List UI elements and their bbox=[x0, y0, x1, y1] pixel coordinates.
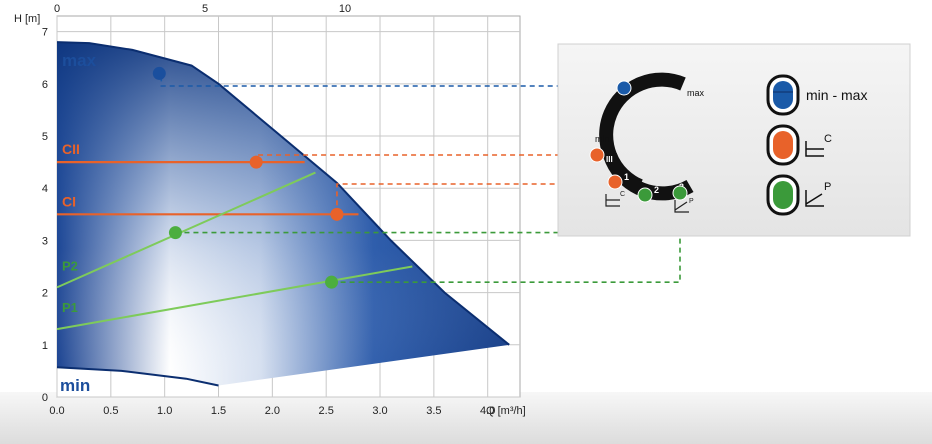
operating-point-max bbox=[152, 66, 166, 80]
x-axis-label: Q [m³/h] bbox=[486, 405, 526, 417]
dial-dot-p1[interactable] bbox=[672, 185, 688, 201]
plot-area: CII CI P2 P1 0.0 0.5 1.0 1.5 2.0 2.5 3.0 3.5 4.0 0… bbox=[14, 3, 526, 417]
top-axis-tick-label: 5 bbox=[202, 3, 208, 15]
constant-line-label: CII bbox=[62, 141, 80, 157]
top-axis-ticks: 0 5 10 bbox=[54, 3, 351, 15]
top-axis-tick-label: 0 bbox=[54, 3, 60, 15]
x-tick-label: 4.0 bbox=[480, 405, 495, 417]
footer-band bbox=[0, 392, 932, 444]
proportional-pressure-lines: P2 P1 bbox=[56, 171, 413, 331]
legend-item-constant: C bbox=[766, 124, 832, 166]
operating-point-ci bbox=[330, 207, 344, 221]
panel-background bbox=[557, 43, 911, 237]
max-curve-label: max bbox=[62, 51, 97, 70]
min-curve bbox=[56, 366, 219, 387]
operating-point-cii bbox=[249, 155, 263, 169]
dial-min-label: min bbox=[595, 134, 610, 144]
y-tick-label: 6 bbox=[42, 79, 48, 91]
dial-dot-max[interactable] bbox=[616, 80, 632, 96]
legend-item-proportional: P bbox=[766, 174, 831, 216]
dial-segment-2: 2 bbox=[654, 185, 659, 195]
x-tick-label: 3.0 bbox=[372, 405, 387, 417]
legend-label-constant: C bbox=[824, 133, 832, 145]
x-tick-label: 2.0 bbox=[265, 405, 280, 417]
dial-segment-1: 1 bbox=[624, 172, 629, 182]
y-axis-label: H [m] bbox=[14, 13, 40, 25]
speed-dial[interactable]: max min III 1 2 3 C P bbox=[589, 72, 705, 213]
top-axis-tick-label: 10 bbox=[339, 3, 351, 15]
y-tick-label: 0 bbox=[42, 392, 48, 404]
y-tick-label: 2 bbox=[42, 288, 48, 300]
x-tick-label: 0.5 bbox=[103, 405, 118, 417]
constant-pressure-icon: C bbox=[605, 191, 625, 207]
svg-text:P: P bbox=[689, 198, 694, 205]
proportional-pressure-icon: P bbox=[674, 198, 694, 213]
connector-ci bbox=[336, 183, 608, 215]
legend-label-min-max: min - max bbox=[806, 87, 867, 103]
y-tick-label: 4 bbox=[42, 183, 48, 195]
dial-max-label: max bbox=[687, 88, 705, 98]
y-tick-label: 5 bbox=[42, 131, 48, 143]
y-tick-label: 7 bbox=[42, 27, 48, 39]
y-tick-label: 3 bbox=[42, 235, 48, 247]
operating-point-p2 bbox=[168, 226, 182, 240]
constant-pressure-lines: CII CI bbox=[57, 141, 359, 216]
y-axis-ticks: 0 1 2 3 4 5 6 7 bbox=[42, 27, 48, 404]
legend-label-proportional: P bbox=[824, 181, 831, 193]
dial-dot-ci[interactable] bbox=[607, 174, 623, 190]
min-curve-label: min bbox=[60, 376, 90, 395]
x-axis-ticks: 0.0 0.5 1.0 1.5 2.0 2.5 3.0 3.5 4.0 bbox=[49, 405, 495, 417]
x-tick-label: 0.0 bbox=[49, 405, 64, 417]
x-tick-label: 1.0 bbox=[157, 405, 172, 417]
proportional-line-p2 bbox=[56, 171, 316, 289]
legend: min - max C P bbox=[766, 74, 867, 216]
constant-line-label: CI bbox=[62, 193, 76, 209]
proportional-line-p1 bbox=[56, 265, 413, 331]
legend-item-min-max: min - max bbox=[766, 74, 867, 116]
operating-points bbox=[152, 66, 344, 289]
dial-dot-p2[interactable] bbox=[637, 187, 653, 203]
x-tick-label: 1.5 bbox=[211, 405, 226, 417]
operating-point-p1 bbox=[325, 275, 339, 289]
dial-segment-iii: III bbox=[606, 155, 613, 164]
proportional-line-label: P1 bbox=[62, 300, 78, 315]
dial-dot-cii[interactable] bbox=[589, 147, 605, 163]
max-curve bbox=[56, 41, 510, 346]
proportional-line-label: P2 bbox=[62, 258, 78, 273]
x-tick-label: 3.5 bbox=[426, 405, 441, 417]
x-tick-label: 2.5 bbox=[319, 405, 334, 417]
connector-max bbox=[160, 67, 618, 87]
svg-text:C: C bbox=[620, 191, 625, 198]
y-tick-label: 1 bbox=[42, 340, 48, 352]
control-panel: max min III 1 2 3 C P bbox=[557, 43, 911, 237]
